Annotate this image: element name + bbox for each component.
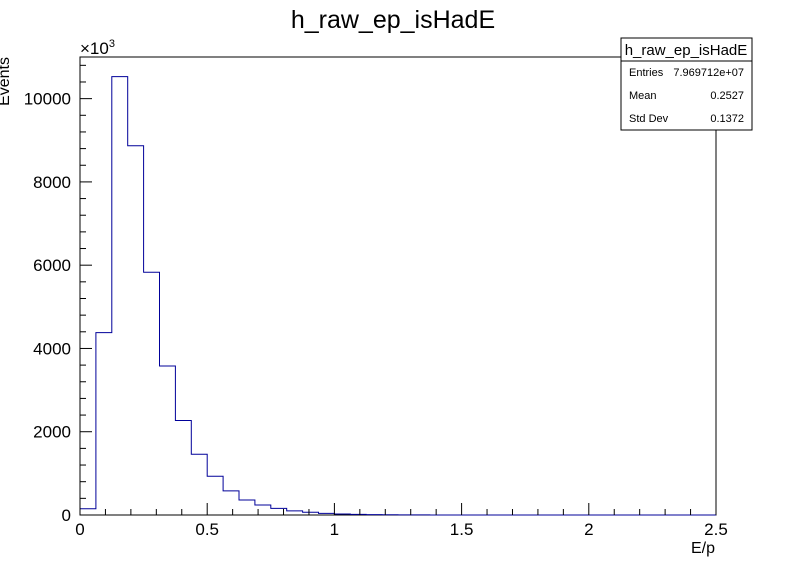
x-axis-title: E/p: [691, 540, 715, 557]
histogram-bin: [144, 272, 160, 515]
histogram-bin: [80, 509, 96, 515]
histogram-bin: [112, 77, 128, 515]
histogram-bin: [239, 500, 255, 515]
x-tick-label: 2.5: [704, 520, 728, 539]
histogram-bin: [175, 420, 191, 515]
x-tick-label: 0: [75, 520, 84, 539]
x-tick-label: 1: [330, 520, 339, 539]
histogram-bin: [271, 508, 287, 515]
histogram-bars: [80, 76, 716, 516]
histogram-bin: [128, 146, 144, 515]
stats-mean-value: 0.2527: [710, 90, 744, 102]
stats-entries-label: Entries: [629, 67, 664, 79]
x-tick-label: 0.5: [195, 520, 219, 539]
y-tick-label: 8000: [33, 173, 71, 192]
stats-box-title: h_raw_ep_isHadE: [625, 42, 748, 59]
x-axis: 0 0.5 1 1.5 2 2.5: [75, 503, 728, 539]
histogram-bin: [96, 333, 112, 515]
stats-entries-value: 7.969712e+07: [673, 67, 744, 79]
x-tick-label: 1.5: [450, 520, 474, 539]
y-tick-label: 10000: [24, 90, 71, 109]
stats-box-frame: [620, 37, 753, 131]
x-tick-label: 2: [584, 520, 593, 539]
y-axis-multiplier-base: ×10: [80, 39, 109, 58]
y-axis: 0 2000 4000 6000 8000 10000: [24, 64, 92, 525]
stats-box: h_raw_ep_isHadE Entries 7.969712e+07 Mea…: [620, 37, 753, 131]
y-tick-label: 0: [62, 506, 71, 525]
stats-std-value: 0.1372: [710, 113, 744, 125]
y-axis-multiplier: ×103: [80, 38, 115, 58]
histogram-bin: [191, 454, 207, 515]
y-tick-label: 2000: [33, 423, 71, 442]
histogram-bin: [287, 511, 303, 515]
y-tick-label: 4000: [33, 339, 71, 358]
stats-mean-label: Mean: [629, 90, 657, 102]
y-tick-label: 6000: [33, 256, 71, 275]
histogram-bin: [160, 366, 176, 515]
chart-title: h_raw_ep_isHadE: [291, 6, 495, 34]
y-axis-multiplier-exponent: 3: [109, 38, 115, 50]
y-axis-title: Events: [0, 57, 13, 106]
histogram-bin: [207, 476, 223, 515]
histogram-bin: [255, 505, 271, 515]
stats-std-label: Std Dev: [629, 113, 669, 125]
histogram-bin: [223, 491, 239, 515]
